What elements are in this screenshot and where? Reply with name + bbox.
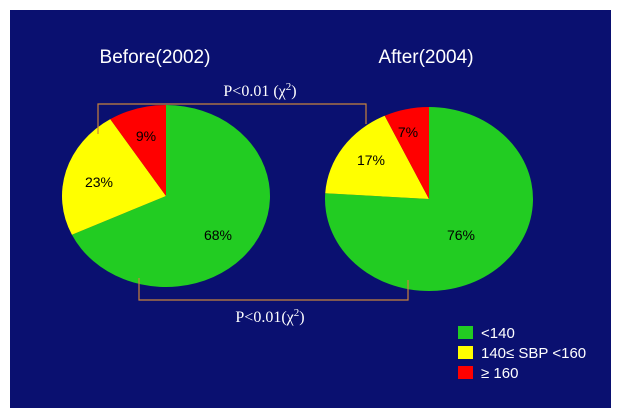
bottom-bracket [138,278,409,301]
legend-label-under-140: <140 [481,325,515,342]
legend-swatch-140-160 [458,346,473,359]
pie-label-before-over-160: 9% [136,128,156,144]
pie-label-after-over-160: 7% [398,124,418,140]
pie-slice-before-140-160 [62,119,167,235]
legend: <140 140≤ SBP <160 ≥ 160 [458,325,586,382]
pie-after: 76% 17% 7% [325,107,534,291]
pie-label-after-under-140: 76% [447,227,475,243]
top-p-value: P<0.01 (χ2) [223,81,296,100]
bottom-p-value: P<0.01(χ2) [235,307,304,326]
legend-label-140-160: 140≤ SBP <160 [481,345,586,362]
pie-label-after-140-160: 17% [357,152,385,168]
pie-label-before-140-160: 23% [85,174,113,190]
pie-slice-before-over-160 [110,105,166,196]
pie-title-before: Before(2002) [100,47,211,68]
pie-slice-after-140-160 [325,115,429,199]
pie-slice-before-under-140 [71,105,270,287]
pie-slice-after-under-140 [325,107,534,291]
pie-slice-after-over-160 [384,107,429,199]
pie-before: 68% 23% 9% [62,105,270,287]
pie-label-before-under-140: 68% [204,227,232,243]
legend-swatch-over-160 [458,366,473,379]
top-bracket [97,103,367,134]
pie-title-after: After(2004) [378,47,473,68]
legend-label-over-160: ≥ 160 [481,365,518,382]
legend-swatch-under-140 [458,326,473,339]
